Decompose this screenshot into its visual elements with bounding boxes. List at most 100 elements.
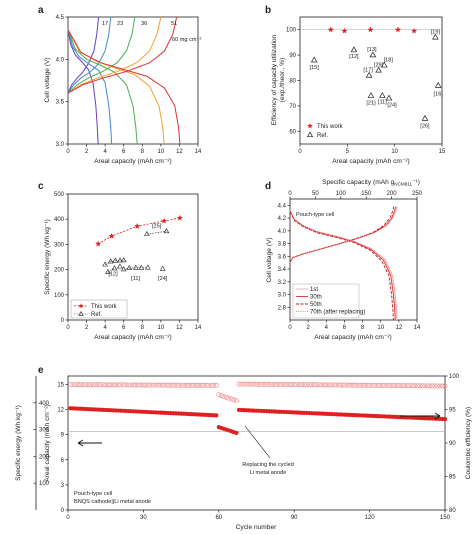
panel-d-x2-ticklabel-4: 200 [387, 191, 398, 197]
panel-a-charge-curve-4 [67, 16, 178, 94]
panel-e-annotations: Replacing the cycled Li metal anode Pouc… [74, 412, 441, 505]
panel-c-points: [25] [12] [11] [24] [95, 214, 183, 282]
panel-b-legend-triangle [306, 131, 314, 138]
panel-e-ce-point-38 [163, 382, 169, 388]
panel-d-charge-curve-2 [289, 206, 395, 263]
panel-e-ce-point-2 [73, 382, 78, 388]
panel-b-y-ticklabel-3: 90 [289, 53, 296, 59]
panel-e-ce-point-97 [311, 382, 317, 388]
panel-b-xlabel: Areal capacity (mAh cm⁻²) [332, 158, 410, 165]
panel-e-ce-point-24 [128, 382, 134, 388]
panel-b-ref-label-2: [13] [367, 47, 377, 53]
panel-e-ce-point-131 [397, 383, 403, 389]
panel-c-ref-point-3-1 [126, 264, 133, 270]
panel-e-ce-point-95 [306, 382, 312, 388]
panel-a-discharge-curve-3 [67, 29, 165, 145]
panel-e-ce-point-12 [98, 382, 104, 388]
panel-a-xlabel: Areal capacity (mAh cm⁻²) [94, 158, 172, 165]
panel-e-ce-point-16 [108, 382, 114, 388]
panel-d-title: Pouch-type cell [296, 212, 334, 218]
panel-b-ref-point-3 [365, 71, 373, 78]
panel-e-label: e [38, 365, 44, 376]
panel-e-ce-point-113 [352, 382, 357, 388]
panel-b-ref-point-5 [380, 61, 388, 68]
panel-e-y-ticklabel-5: 15 [57, 382, 64, 388]
panel-e-ce-point-81 [271, 381, 277, 387]
panel-b-x-ticklabel-1: 5 [346, 149, 350, 155]
panel-e-ce-point-93 [301, 382, 307, 388]
panel-c-ref-line-0 [146, 231, 167, 235]
panel-c-y-ticklabel-0: 0 [61, 318, 65, 324]
panel-c-ref-point-1-2 [112, 257, 119, 263]
panel-b-ref-point-7 [379, 92, 386, 98]
panel-d: d Specific capacity (mAh gNCM811⁻¹) 0 2 4 6… [265, 179, 423, 341]
panel-b-ref-label-5: [18] [384, 57, 394, 63]
panel-c-y-ticklabel-4: 400 [54, 217, 65, 223]
panel-d-legend-entry-1: 30th [310, 295, 322, 301]
panel-e-ce-point-137 [412, 383, 418, 389]
panel-e-ce-point-125 [382, 383, 388, 388]
panel-d-x2-ticklabel-1: 50 [312, 191, 319, 197]
panel-c: c 0 2 4 6 8 10 12 14 0 100 200 300 400 500 [25] [12] [1… [38, 181, 202, 341]
panel-a-ticks: 0 2 4 6 8 10 12 14 3.0 3.5 4.0 4.5 [56, 15, 202, 155]
panel-b-y-ticklabel-2: 80 [289, 79, 296, 85]
panel-e-ce-point-101 [321, 382, 327, 388]
panel-a-x-ticklabel-0: 0 [66, 149, 70, 155]
panel-e-y-ticklabel-3: 9 [61, 433, 65, 439]
panel-e-x-ticklabel-1: 30 [140, 515, 147, 521]
panel-e-ce-point-54 [203, 382, 209, 388]
panel-e-x-ticklabel-0: 0 [66, 515, 70, 521]
panel-e-ce-point-48 [188, 382, 194, 388]
panel-e-ce-point-23 [125, 382, 131, 388]
panel-e: e 0 30 60 90 120 150 0 3 6 9 12 15 80 85 90 95 100 100 200… [15, 365, 472, 531]
panel-e-ce-point-114 [354, 382, 360, 388]
panel-c-ylabel: Specific energy (Wh kg⁻¹) [44, 219, 51, 295]
panel-e-ce-point-40 [168, 382, 174, 388]
panel-b-points: [15] [12] [13] [17][29][18] [21] [11] [24] [26]… [310, 26, 443, 130]
panel-e-x-ticklabel-5: 150 [440, 515, 451, 521]
panel-e-ce-point-68 [239, 381, 244, 387]
panel-e-ce-point-85 [281, 382, 287, 387]
panel-c-y-ticklabel-1: 100 [54, 293, 65, 299]
panel-b-this-work-point-0 [327, 26, 334, 33]
panel-b-this-work-point-1 [341, 27, 348, 34]
panel-e-ce-point-51 [196, 382, 202, 388]
panel-e-annotation-replace-1: Replacing the cycled [242, 462, 294, 468]
panel-b-ref-label-6: [21] [366, 101, 376, 107]
panel-e-ce-point-115 [357, 382, 362, 388]
panel-e-ce-point-123 [377, 383, 383, 388]
panel-c-legend-ref: Ref. [91, 312, 102, 318]
panel-a-curves [67, 16, 181, 145]
panel-e-ce-point-106 [334, 382, 340, 388]
panel-e-ce-point-26 [133, 382, 139, 388]
panel-c-x-ticklabel-2: 4 [103, 325, 107, 331]
panel-e-ce-point-65 [231, 397, 237, 403]
panel-d-x-ticklabel-6: 12 [396, 325, 403, 331]
panel-e-y2-ticklabel-4: 100 [449, 374, 460, 380]
panel-e-ce-point-100 [319, 382, 325, 388]
panel-e-ce-point-107 [337, 382, 342, 388]
panel-a-ylabel: Cell voltage (V) [44, 57, 51, 102]
panel-a-loading-label-3: 51 [171, 21, 177, 27]
panel-e-ce-point-52 [198, 382, 204, 388]
panel-c-x-ticklabel-1: 2 [85, 325, 89, 331]
panel-c-legend-star [78, 303, 84, 309]
panel-c-x-ticklabel-3: 6 [122, 325, 126, 331]
panel-e-ce-point-37 [161, 382, 166, 388]
panel-e-ce-point-53 [201, 382, 207, 388]
panel-e-ce-point-36 [158, 382, 164, 388]
panel-e-ce-point-4 [78, 382, 83, 388]
panel-d-x-ticklabel-1: 2 [306, 325, 310, 331]
panel-b-ylabel-line2: (exp./theor., %) [279, 58, 286, 103]
panel-e-far-left-ticklabel-3: 400 [39, 401, 50, 407]
panel-e-y2-ticklabel-3: 95 [449, 408, 456, 414]
panel-e-ce-point-84 [279, 382, 285, 387]
panel-e-ce-point-146 [435, 383, 440, 389]
panel-e-ce-point-133 [402, 383, 408, 389]
panel-d-discharge-curve-3 [289, 210, 397, 321]
panel-e-y2-ticklabel-1: 85 [449, 475, 456, 481]
panel-e-ce-point-44 [178, 382, 184, 388]
panel-e-ce-point-42 [173, 382, 179, 388]
panel-d-y-ticklabel-1: 3.0 [278, 293, 287, 299]
panel-e-arrow-left [77, 439, 102, 447]
